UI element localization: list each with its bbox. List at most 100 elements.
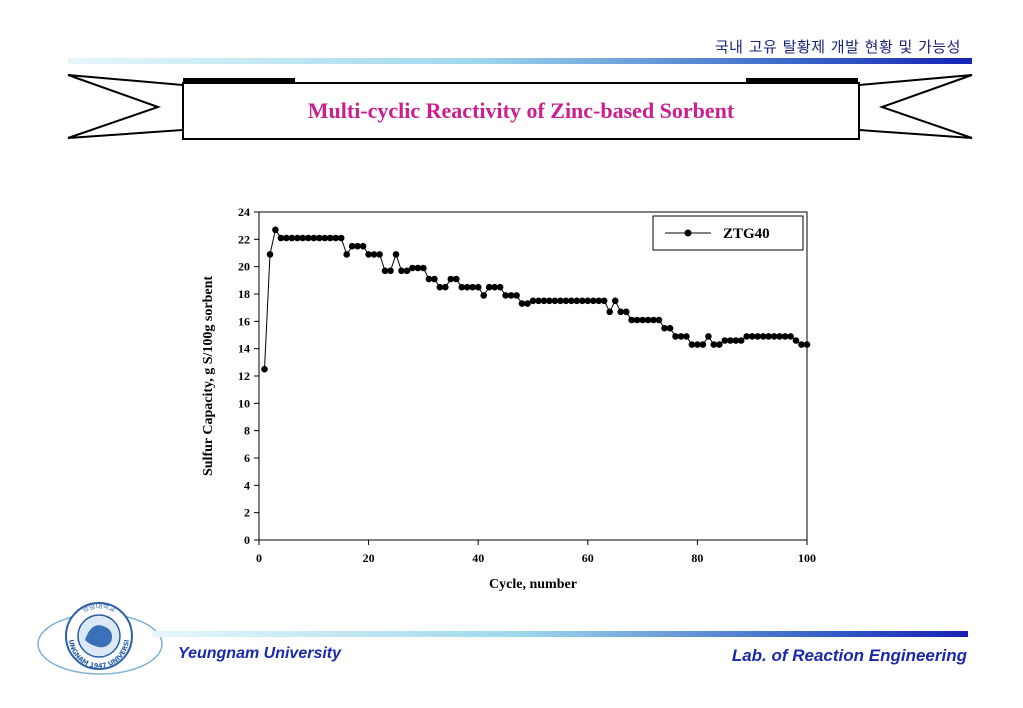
- data-point: [748, 333, 756, 340]
- data-point: [584, 297, 592, 305]
- ribbon-left-tab: [183, 78, 295, 84]
- data-point: [436, 283, 444, 291]
- data-point: [546, 297, 553, 305]
- data-point: [737, 337, 745, 344]
- data-point: [639, 316, 646, 324]
- data-point: [283, 234, 290, 242]
- x-tick-label: 80: [691, 551, 703, 565]
- data-point: [787, 333, 794, 340]
- data-point: [672, 333, 679, 340]
- data-point: [644, 316, 652, 324]
- y-axis-label: Sulfur Capacity, g S/100g sorbent: [201, 276, 216, 476]
- data-point: [442, 283, 449, 291]
- data-point: [337, 234, 345, 242]
- data-point: [754, 333, 761, 340]
- data-point: [365, 251, 372, 258]
- data-point: [611, 297, 619, 305]
- bottom-gradient-rule: [152, 631, 968, 637]
- data-point: [321, 234, 329, 242]
- data-point: [485, 283, 493, 291]
- data-point: [590, 297, 597, 305]
- x-axis-label: Cycle, number: [489, 577, 577, 592]
- data-point: [403, 267, 411, 275]
- data-point: [776, 333, 783, 340]
- data-point: [600, 297, 608, 305]
- data-point: [277, 234, 285, 242]
- data-point: [316, 234, 323, 242]
- data-point: [469, 283, 477, 291]
- data-point: [326, 234, 334, 242]
- series-layer: [261, 226, 811, 373]
- y-tick-label: 24: [238, 205, 250, 219]
- data-point: [694, 341, 701, 348]
- footer-lab-name: Lab. of Reaction Engineering: [731, 646, 967, 665]
- seal-korean-text: 영남대학교: [81, 601, 118, 614]
- data-point: [387, 267, 394, 275]
- y-tick-label: 8: [244, 424, 250, 438]
- y-tick-label: 6: [244, 451, 250, 465]
- data-point: [655, 316, 663, 324]
- x-tick-label: 20: [363, 551, 375, 565]
- y-tick-label: 14: [238, 342, 250, 356]
- x-tick-label: 60: [582, 551, 594, 565]
- data-point: [792, 337, 800, 344]
- data-point: [677, 333, 685, 340]
- ribbon-right-tab: [746, 78, 858, 84]
- data-point: [573, 297, 581, 305]
- page-header-text: 국내 고유 탈황제 개발 현황 및 가능성: [714, 38, 961, 56]
- data-point: [288, 234, 296, 242]
- data-point: [628, 316, 635, 324]
- title-ribbon-banner: [67, 74, 973, 140]
- legend-marker: [684, 229, 692, 237]
- data-point: [798, 341, 805, 348]
- data-point: [463, 283, 471, 291]
- y-tick-label: 0: [244, 533, 250, 547]
- data-point: [502, 292, 509, 299]
- data-point: [299, 234, 307, 242]
- legend-label: ZTG40: [723, 226, 770, 242]
- data-point: [370, 251, 378, 258]
- x-tick-label: 100: [798, 551, 816, 565]
- ribbon-main-panel: [182, 82, 860, 140]
- y-tick-label: 2: [244, 506, 250, 520]
- data-point: [535, 297, 542, 305]
- data-point: [727, 337, 734, 344]
- data-point: [480, 292, 488, 299]
- data-point: [579, 297, 586, 305]
- y-tick-label: 20: [238, 260, 250, 274]
- y-tick-label: 10: [238, 396, 250, 410]
- data-point: [305, 234, 312, 242]
- data-point: [348, 242, 356, 250]
- data-point: [381, 267, 389, 275]
- ribbon-left-tail: [67, 74, 184, 139]
- data-point: [359, 242, 367, 250]
- data-point: [683, 333, 690, 340]
- data-point: [617, 308, 624, 316]
- plot-area: [258, 211, 808, 541]
- footer-university-name: Yeungnam University: [178, 645, 342, 662]
- data-point: [781, 333, 789, 340]
- data-point: [420, 264, 427, 272]
- y-tick-label: 18: [238, 287, 250, 301]
- data-point: [568, 297, 575, 305]
- data-point: [650, 316, 657, 324]
- data-point: [496, 283, 504, 291]
- data-point: [491, 283, 498, 291]
- data-point: [343, 251, 350, 258]
- data-point: [310, 234, 318, 242]
- data-point: [518, 300, 526, 307]
- data-point: [743, 333, 750, 340]
- seal-emblem: [85, 625, 112, 648]
- data-point: [425, 275, 433, 283]
- data-point: [661, 324, 668, 332]
- data-point: [447, 275, 455, 283]
- data-point: [732, 337, 740, 344]
- slide-title: Multi-cyclic Reactivity of Zinc-based So…: [307, 98, 735, 123]
- data-point: [294, 234, 301, 242]
- y-tick-label: 22: [238, 232, 250, 246]
- data-point: [705, 333, 712, 340]
- data-point: [392, 251, 400, 258]
- y-tick-label: 16: [238, 314, 250, 328]
